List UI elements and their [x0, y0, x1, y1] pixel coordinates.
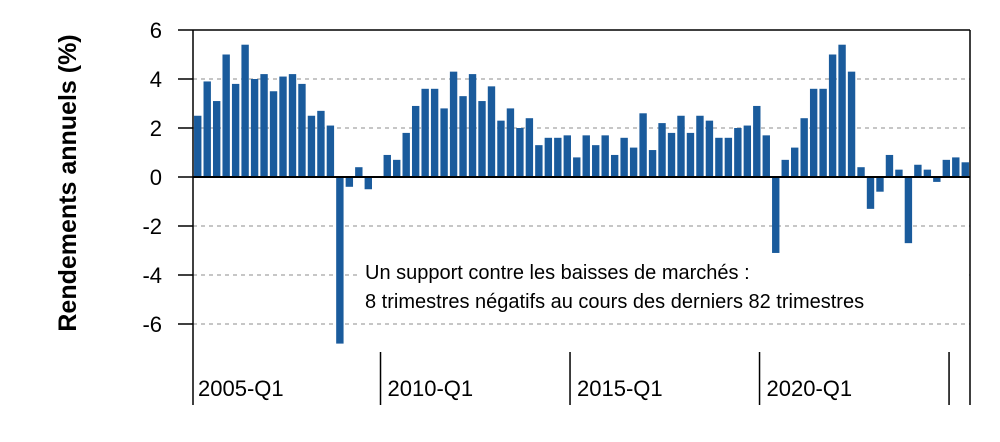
bar [857, 167, 864, 177]
bar [412, 106, 419, 177]
bar [241, 45, 248, 177]
bar [687, 133, 694, 177]
annotation-line-2: 8 trimestres négatifs au cours des derni… [365, 291, 864, 313]
bar [943, 160, 950, 177]
bar [469, 74, 476, 177]
bar [677, 116, 684, 177]
bar [829, 55, 836, 178]
bar [213, 101, 220, 177]
y-tick-label: 0 [150, 165, 162, 190]
bar [270, 91, 277, 177]
y-tick-label: -4 [142, 263, 162, 288]
bar [535, 145, 542, 177]
bar [800, 118, 807, 177]
bar [440, 108, 447, 177]
bar [620, 138, 627, 177]
bar [867, 177, 874, 209]
bar [601, 135, 608, 177]
bar [791, 148, 798, 177]
bar [194, 116, 201, 177]
bar [753, 106, 760, 177]
bar [962, 162, 969, 177]
bar [478, 101, 485, 177]
bar [327, 126, 334, 177]
bar [924, 170, 931, 177]
x-tick-label: 2020-Q1 [767, 376, 853, 401]
bar [526, 118, 533, 177]
annotation-line-1: Un support contre les baisses de marchés… [365, 262, 750, 284]
bar [289, 74, 296, 177]
bar [810, 89, 817, 177]
bar [573, 157, 580, 177]
bar [952, 157, 959, 177]
y-tick-labels: -6 -4 -2 0 2 4 6 [142, 18, 162, 337]
y-tick-label: 4 [150, 67, 162, 92]
bar [251, 79, 258, 177]
bar [583, 135, 590, 177]
bar [336, 177, 343, 344]
y-axis-label: Rendements annuels (%) [54, 34, 82, 331]
bar [298, 84, 305, 177]
bar [772, 177, 779, 253]
bar [744, 126, 751, 177]
bar [838, 45, 845, 177]
bar [630, 148, 637, 177]
bar [431, 89, 438, 177]
bar [715, 138, 722, 177]
bar [459, 96, 466, 177]
x-tick-label: 2010-Q1 [388, 376, 474, 401]
bar [204, 81, 211, 177]
bar [222, 55, 229, 178]
bar [658, 123, 665, 177]
y-tick-label: -6 [142, 312, 162, 337]
bar [706, 121, 713, 177]
bar [668, 133, 675, 177]
y-tick-label: -2 [142, 214, 162, 239]
bar [403, 133, 410, 177]
bar [232, 84, 239, 177]
bar [450, 72, 457, 177]
bar [421, 89, 428, 177]
bar [886, 155, 893, 177]
bar [355, 167, 362, 177]
x-tick-label: 2015-Q1 [577, 376, 663, 401]
x-tick-labels: 2005-Q1 2010-Q1 2015-Q1 2020-Q1 [198, 376, 852, 401]
bar [611, 155, 618, 177]
bar [488, 86, 495, 177]
bar [317, 111, 324, 177]
bar [516, 128, 523, 177]
bar [308, 116, 315, 177]
y-tick-label: 6 [150, 18, 162, 43]
bar [876, 177, 883, 192]
bar [384, 155, 391, 177]
bar [782, 160, 789, 177]
bar [649, 150, 656, 177]
bar [393, 160, 400, 177]
bar [763, 135, 770, 177]
bar [734, 128, 741, 177]
bar [819, 89, 826, 177]
bar [848, 72, 855, 177]
bar [279, 77, 286, 177]
bar [497, 121, 504, 177]
bar [905, 177, 912, 243]
bar [554, 138, 561, 177]
bar [696, 116, 703, 177]
y-tick-label: 2 [150, 116, 162, 141]
bar [914, 165, 921, 177]
bar [725, 138, 732, 177]
bar [639, 113, 646, 177]
bar [895, 170, 902, 177]
bar [260, 74, 267, 177]
bar [545, 138, 552, 177]
bar [507, 108, 514, 177]
bar [592, 145, 599, 177]
bar [346, 177, 353, 187]
x-tick-label: 2005-Q1 [198, 376, 284, 401]
bar [564, 135, 571, 177]
bar [365, 177, 372, 189]
